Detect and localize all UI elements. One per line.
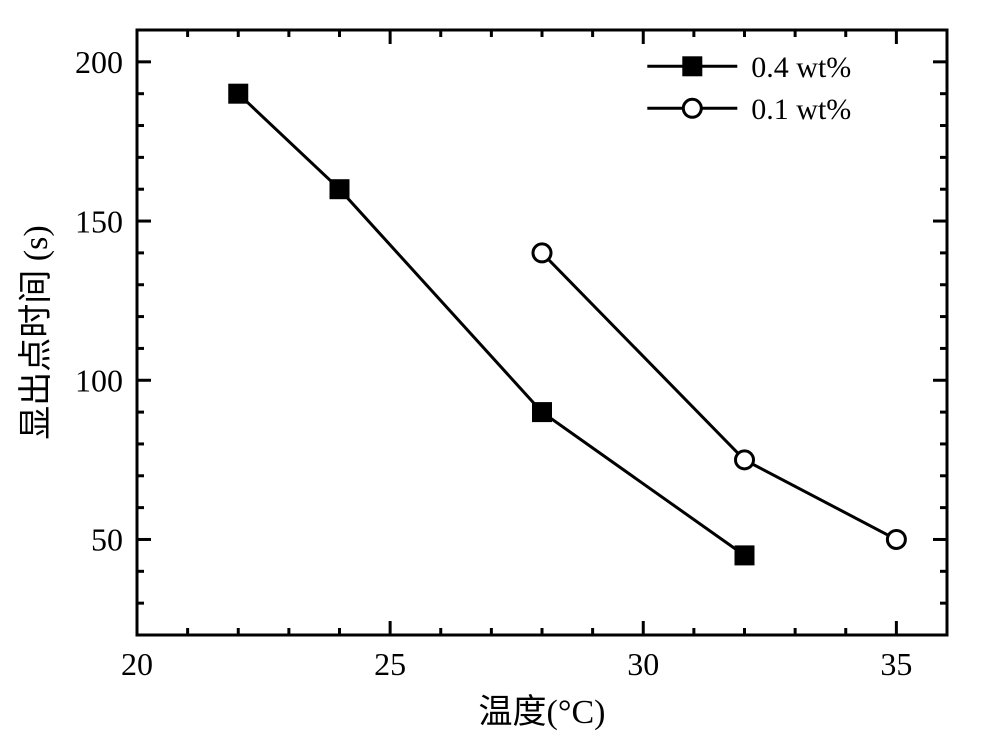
chart-container: 20 25 30 35 50 100 150 200 温度(°C) 显出点时间 (s) 0.4 wt… xyxy=(0,0,1000,751)
marker-square xyxy=(736,546,754,564)
legend-label: 0.1 wt% xyxy=(751,93,851,126)
svg-text:25: 25 xyxy=(374,646,406,682)
legend-label: 0.4 wt% xyxy=(751,51,851,84)
svg-text:20: 20 xyxy=(121,646,153,682)
svg-text:100: 100 xyxy=(75,362,123,398)
marker-square xyxy=(331,180,349,198)
svg-text:150: 150 xyxy=(75,203,123,239)
svg-text:200: 200 xyxy=(75,44,123,80)
svg-text:30: 30 xyxy=(627,646,659,682)
line-chart: 20 25 30 35 50 100 150 200 温度(°C) 显出点时间 (s) 0.4 wt… xyxy=(0,0,1000,751)
svg-text:显出点时间 (s): 显出点时间 (s) xyxy=(17,225,55,439)
svg-text:50: 50 xyxy=(91,522,123,558)
marker-circle xyxy=(887,530,905,548)
marker-circle xyxy=(736,451,754,469)
svg-text:35: 35 xyxy=(880,646,912,682)
marker-square xyxy=(533,403,551,421)
marker-circle xyxy=(533,244,551,262)
marker-square xyxy=(229,85,247,103)
svg-text:温度(°C): 温度(°C) xyxy=(479,693,606,731)
